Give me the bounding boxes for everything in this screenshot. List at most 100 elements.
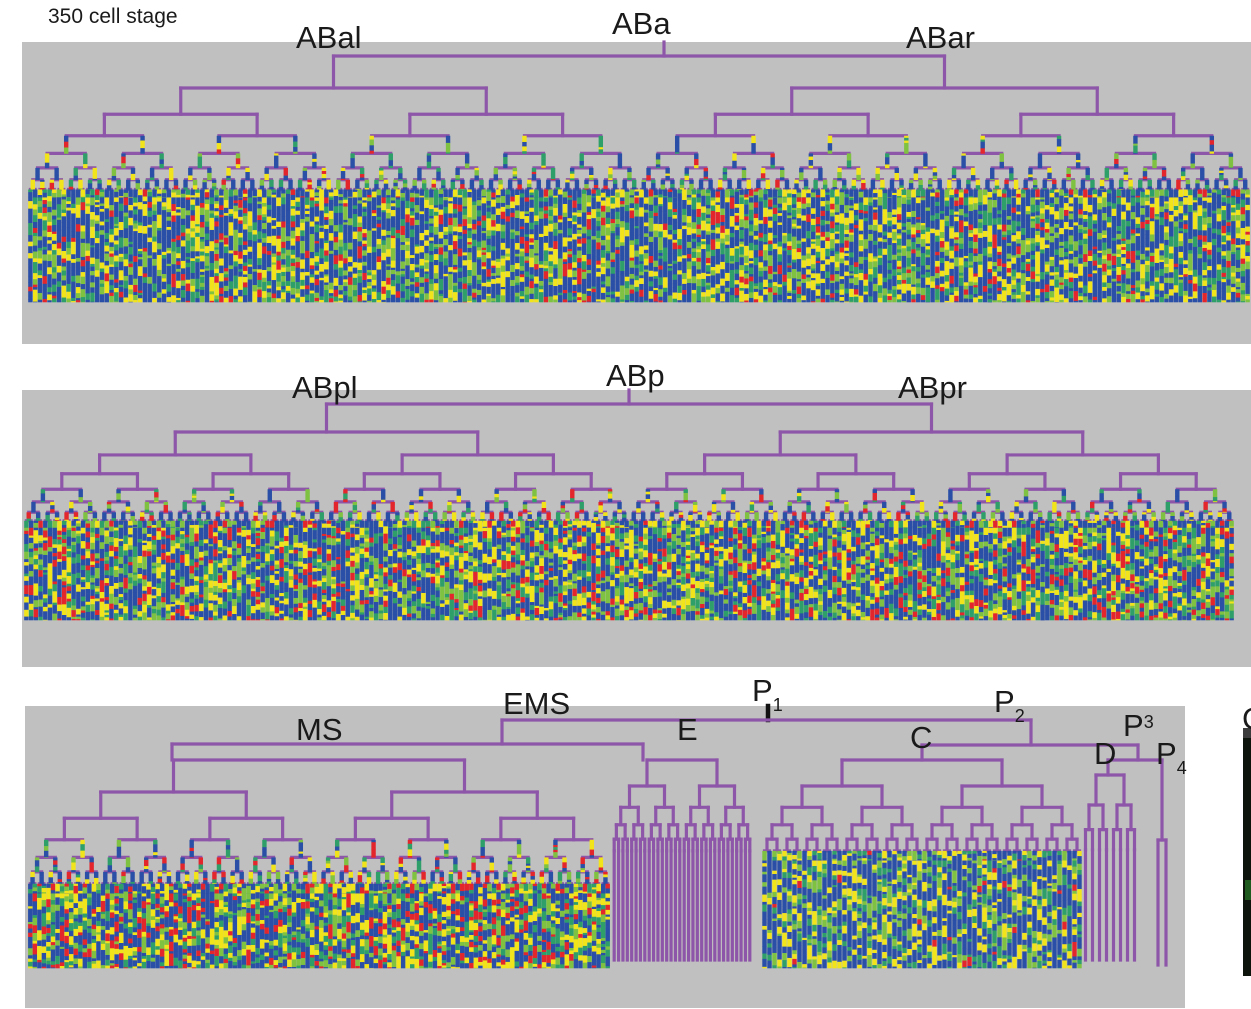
expression-segment	[491, 214, 495, 220]
expression-segment	[432, 184, 436, 188]
expression-segment	[195, 224, 199, 226]
expression-segment	[472, 230, 476, 235]
expression-segment	[591, 261, 595, 267]
expression-segment	[401, 242, 405, 245]
expression-segment	[338, 301, 342, 303]
expression-segment	[405, 258, 409, 266]
expression-segment	[620, 242, 624, 246]
expression-segment	[181, 298, 185, 302]
expression-segment	[477, 284, 481, 290]
expression-segment	[443, 268, 447, 275]
expression-segment	[634, 228, 638, 235]
expression-segment	[253, 261, 257, 265]
expression-segment	[360, 174, 364, 178]
expression-segment	[625, 230, 629, 237]
expression-segment	[105, 261, 109, 266]
expression-segment	[298, 180, 302, 188]
expression-segment	[615, 224, 619, 228]
expression-segment	[57, 218, 61, 220]
expression-segment	[181, 286, 185, 291]
expression-segment	[701, 249, 705, 257]
expression-segment	[362, 266, 366, 269]
expression-segment	[71, 263, 75, 271]
expression-segment	[214, 201, 218, 204]
expression-segment	[50, 180, 54, 183]
expression-segment	[71, 197, 75, 199]
expression-segment	[565, 180, 569, 183]
expression-segment	[732, 168, 736, 169]
expression-segment	[644, 245, 648, 250]
expression-segment	[396, 238, 400, 245]
expression-segment	[410, 246, 414, 251]
expression-segment	[548, 277, 552, 283]
expression-segment	[272, 265, 276, 273]
expression-segment	[66, 292, 70, 299]
expression-segment	[692, 261, 696, 266]
expression-segment	[506, 260, 510, 265]
expression-segment	[186, 229, 190, 234]
expression-segment	[529, 243, 533, 246]
expression-segment	[381, 189, 385, 197]
expression-segment	[601, 267, 605, 275]
expression-segment	[238, 217, 242, 221]
expression-segment	[515, 231, 519, 235]
expression-segment	[319, 249, 323, 253]
expression-segment	[303, 176, 307, 180]
expression-segment	[410, 258, 414, 264]
expression-segment	[62, 263, 66, 267]
expression-segment	[658, 253, 662, 256]
expression-segment	[286, 286, 290, 291]
expression-segment	[544, 287, 548, 290]
expression-segment	[200, 203, 204, 208]
expression-segment	[152, 284, 156, 292]
expression-segment	[386, 243, 390, 250]
expression-segment	[176, 209, 180, 212]
expression-segment	[186, 237, 190, 241]
expression-segment	[625, 281, 629, 288]
expression-segment	[439, 194, 443, 198]
expression-segment	[534, 197, 538, 205]
expression-segment	[119, 240, 123, 248]
expression-segment	[539, 225, 543, 228]
expression-segment	[611, 288, 615, 292]
expression-segment	[229, 189, 233, 193]
expression-segment	[458, 249, 462, 257]
expression-segment	[343, 200, 347, 204]
expression-segment	[100, 242, 104, 250]
expression-segment	[410, 255, 414, 258]
expression-segment	[472, 240, 476, 247]
expression-segment	[570, 168, 574, 172]
expression-segment	[152, 252, 156, 259]
expression-segment	[319, 232, 323, 239]
expression-segment	[28, 299, 32, 302]
expression-segment	[553, 216, 557, 220]
expression-segment	[627, 178, 631, 180]
expression-segment	[720, 233, 724, 239]
expression-segment	[642, 185, 646, 189]
expression-segment	[405, 214, 409, 222]
expression-segment	[205, 217, 209, 222]
expression-segment	[133, 238, 137, 244]
expression-segment	[429, 189, 433, 192]
expression-segment	[677, 193, 681, 196]
expression-segment	[716, 238, 720, 242]
expression-segment	[214, 204, 218, 209]
expression-segment	[692, 197, 696, 204]
expression-segment	[195, 279, 199, 285]
expression-segment	[152, 291, 156, 298]
expression-segment	[389, 160, 393, 166]
expression-segment	[730, 264, 734, 271]
expression-segment	[293, 152, 297, 154]
expression-segment	[453, 249, 457, 252]
expression-segment	[262, 229, 266, 233]
expression-segment	[248, 279, 252, 287]
expression-segment	[415, 247, 419, 254]
expression-segment	[233, 219, 237, 226]
expression-segment	[434, 247, 438, 249]
expression-segment	[634, 292, 638, 300]
expression-segment	[563, 264, 567, 270]
expression-segment	[64, 142, 68, 148]
expression-segment	[572, 249, 576, 255]
expression-segment	[606, 269, 610, 277]
expression-segment	[632, 187, 636, 189]
